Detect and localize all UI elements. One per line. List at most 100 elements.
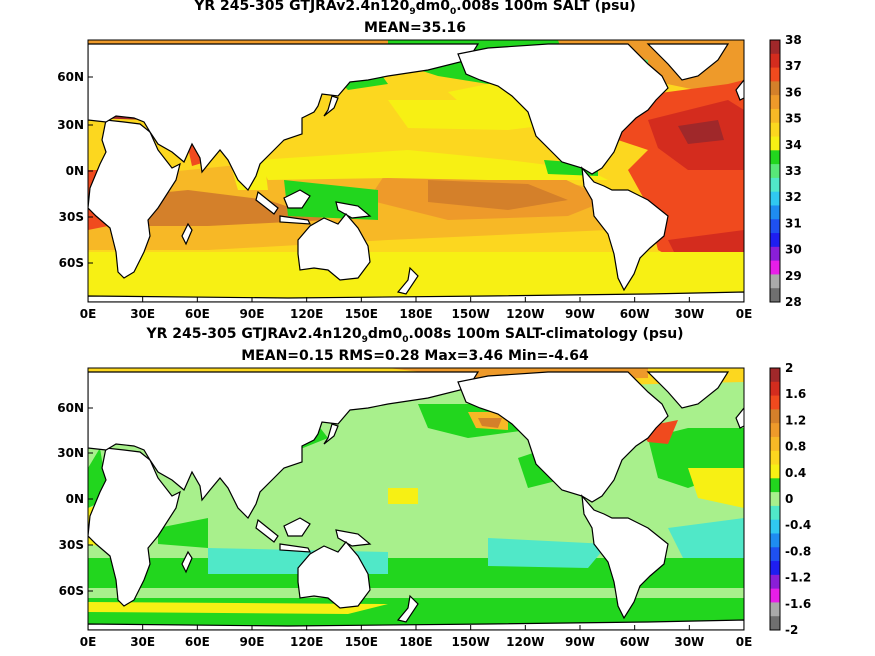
top-lon-label: 150W — [452, 307, 490, 321]
bottom-colorbar-swatch — [770, 450, 780, 466]
top-colorbar-frame — [769, 39, 781, 303]
bottom-colorbar-frame — [769, 367, 781, 631]
top-colorbar-label: 31 — [785, 216, 802, 230]
top-lon-label: 0E — [80, 307, 97, 321]
bottom-colorbar-label: -0.4 — [785, 518, 811, 532]
bottom-colorbar-swatch — [770, 519, 780, 534]
bottom-title-mid: dm0 — [367, 326, 403, 342]
top-title-sub2: 0 — [450, 7, 457, 17]
bottom-colorbar-swatch — [770, 561, 780, 576]
bottom-colorbar-swatch — [770, 533, 780, 548]
top-colorbar-swatch — [770, 246, 780, 262]
bottom-colorbar-swatch — [770, 423, 780, 438]
top-lon-label: 0E — [736, 307, 753, 321]
top-colorbar-label: 36 — [785, 85, 802, 99]
top-colorbar-label: 33 — [785, 164, 802, 178]
bottom-lon-label: 180E — [399, 635, 432, 649]
bottom-lon-label: 90E — [240, 635, 265, 649]
top-lon-label: 90E — [240, 307, 265, 321]
bottom-colorbar-label: 0.4 — [785, 466, 806, 480]
top-colorbar-swatch — [770, 67, 780, 82]
top-colorbar-swatch — [770, 136, 780, 151]
bottom-colorbar-label: 1.6 — [785, 387, 806, 401]
top-map-title: YR 245-305 GTJRAv2.4n1209dm00.008s 100m … — [0, 0, 830, 17]
top-colorbar-swatch — [770, 191, 780, 206]
bottom-colorbar-swatch — [770, 381, 780, 397]
bottom-map-stats: MEAN=0.15 RMS=0.28 Max=3.46 Min=-4.64 — [241, 348, 589, 364]
top-colorbar-swatch — [770, 150, 780, 165]
bottom-colorbar-label: 0.8 — [785, 440, 806, 454]
top-colorbar-swatch — [770, 219, 780, 234]
bottom-lon-label: 60E — [185, 635, 210, 649]
bottom-colorbar-swatch — [770, 505, 780, 521]
bottom-colorbar-label: -2 — [785, 623, 798, 637]
bottom-lon-label: 90W — [565, 635, 595, 649]
bottom-lon-label: 30W — [674, 635, 704, 649]
bottom-colorbar-swatch — [770, 368, 780, 383]
bottom-colorbar-label: 2 — [785, 361, 793, 375]
top-lon-label: 180E — [399, 307, 432, 321]
top-colorbar-swatch — [770, 205, 780, 220]
bottom-lon-label: 150E — [345, 635, 378, 649]
bottom-colorbar-label: -0.8 — [785, 544, 811, 558]
top-colorbar-label: 37 — [785, 59, 802, 73]
top-colorbar-label: 34 — [785, 138, 802, 152]
top-title-mid: dm0 — [415, 0, 451, 14]
bottom-lon-label: 60W — [620, 635, 650, 649]
bottom-title-prefix: YR 245-305 GTJRAv2.4n120 — [146, 326, 362, 342]
axes-layer: 60N 30N 0N 30S 60S 0E 30E 60E 90E 120E 150E 180E 150… — [57, 70, 752, 649]
top-colorbar-swatch — [770, 95, 780, 110]
bottom-anomaly-map — [88, 368, 744, 630]
top-title-prefix: YR 245-305 GTJRAv2.4n120 — [194, 0, 410, 14]
bottom-title-suffix: .008s 100m SALT-climatology (psu) — [408, 326, 684, 342]
top-colorbar-label: 30 — [785, 243, 802, 257]
bottom-colorbar-swatch — [770, 588, 780, 603]
top-colorbar-swatch — [770, 274, 780, 289]
bottom-lon-label: 150W — [452, 635, 490, 649]
top-lat-label: 60N — [57, 70, 84, 84]
top-colorbar-label: 38 — [785, 33, 802, 47]
top-colorbar-swatch — [770, 81, 780, 96]
bottom-colorbar-swatch — [770, 409, 780, 424]
bottom-colorbar-swatch — [770, 464, 780, 479]
top-colorbar-swatch — [770, 177, 780, 193]
bottom-colorbar-swatch — [770, 478, 780, 493]
bottom-colorbar-swatch — [770, 574, 780, 590]
bottom-colorbar-swatch — [770, 602, 780, 617]
top-lon-label: 30E — [130, 307, 155, 321]
top-lon-label: 150E — [345, 307, 378, 321]
top-map-stats: MEAN=35.16 — [363, 20, 467, 36]
top-lon-label: 60E — [185, 307, 210, 321]
bottom-lon-label: 30E — [130, 635, 155, 649]
top-lon-label: 30W — [674, 307, 704, 321]
bottom-lon-label: 120E — [290, 635, 323, 649]
bottom-lon-label: 0E — [80, 635, 97, 649]
top-title-suffix: .008s 100m SALT (psu) — [456, 0, 636, 14]
bottom-colorbar-label: -1.2 — [785, 571, 811, 585]
bottom-lat-label: 30N — [57, 446, 84, 460]
top-colorbar-label: 35 — [785, 112, 802, 126]
bottom-lat-label: 60S — [59, 584, 84, 598]
top-colorbar-swatch — [770, 108, 780, 124]
bottom-colorbar-label: 0 — [785, 492, 793, 506]
bottom-colorbar-label: 1.2 — [785, 413, 806, 427]
bottom-lat-label: 60N — [57, 401, 84, 415]
top-colorbar-swatch — [770, 164, 780, 179]
top-lon-label: 90W — [565, 307, 595, 321]
colorbars-layer: 38 37 36 35 34 33 32 31 30 29 28 2 1.6 1.2 0.8 0.4 0 -0.4… — [769, 33, 811, 637]
bottom-lat-label: 30S — [59, 538, 84, 552]
bottom-lat-label: 0N — [66, 492, 84, 506]
top-colorbar-swatch — [770, 40, 780, 55]
top-lon-label: 60W — [620, 307, 650, 321]
bottom-map-title: YR 245-305 GTJRAv2.4n1209dm00.008s 100m … — [0, 326, 830, 345]
top-colorbar-label: 28 — [785, 295, 802, 309]
top-colorbar-swatch — [770, 260, 780, 275]
top-lon-label: 120W — [506, 307, 544, 321]
bottom-lon-label: 0E — [736, 635, 753, 649]
bottom-colorbar-label: -1.6 — [785, 597, 811, 611]
top-colorbar-label: 32 — [785, 190, 802, 204]
top-lon-label: 120E — [290, 307, 323, 321]
bottom-colorbar-swatch — [770, 436, 780, 452]
bottom-lon-label: 120W — [506, 635, 544, 649]
